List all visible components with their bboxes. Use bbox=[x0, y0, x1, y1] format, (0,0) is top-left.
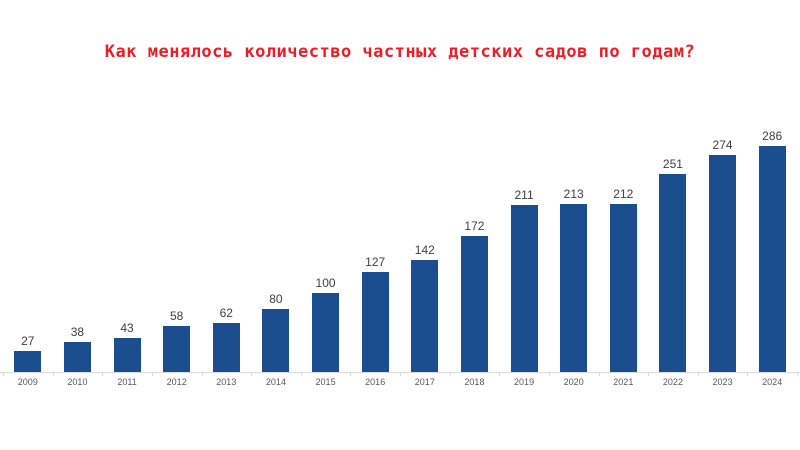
bar bbox=[63, 342, 91, 372]
bar-value-label: 172 bbox=[464, 219, 485, 233]
x-axis-tick bbox=[499, 372, 500, 376]
bar-value-label: 251 bbox=[662, 157, 683, 171]
x-axis-label: 2019 bbox=[514, 377, 535, 387]
x-axis-label: 2009 bbox=[17, 377, 38, 387]
bar bbox=[510, 205, 538, 372]
bar-value-label: 27 bbox=[21, 334, 35, 348]
bar-cell: 274 bbox=[698, 126, 748, 372]
bar-cell: 62 bbox=[202, 126, 252, 372]
x-axis-tick bbox=[549, 372, 550, 376]
bar bbox=[411, 260, 439, 372]
x-axis-label: 2012 bbox=[166, 377, 187, 387]
x-axis-label: 2020 bbox=[563, 377, 584, 387]
bar-cell: 80 bbox=[251, 126, 301, 372]
bar-cell: 212 bbox=[599, 126, 649, 372]
x-axis-label: 2024 bbox=[762, 377, 783, 387]
bar-cell: 172 bbox=[450, 126, 500, 372]
bar bbox=[560, 204, 588, 372]
bar-cell: 43 bbox=[102, 126, 152, 372]
bar bbox=[460, 236, 488, 372]
x-axis-label: 2011 bbox=[117, 377, 137, 387]
bar bbox=[262, 309, 290, 372]
bar bbox=[361, 272, 389, 372]
bar-value-label: 127 bbox=[365, 255, 386, 269]
x-axis-tick bbox=[53, 372, 54, 376]
bars-row: 27 38 43 58 62 80 100 127 142 172 211 213 212 251 274 2… bbox=[3, 126, 797, 372]
x-axis-label: 2023 bbox=[712, 377, 733, 387]
x-axis-tick bbox=[202, 372, 203, 376]
bar-value-label: 62 bbox=[219, 306, 233, 320]
x-axis-label: 2016 bbox=[365, 377, 386, 387]
bar-value-label: 211 bbox=[514, 188, 534, 202]
bar bbox=[659, 174, 687, 372]
x-axis-tick bbox=[251, 372, 252, 376]
x-axis-label: 2022 bbox=[662, 377, 683, 387]
x-axis-label: 2015 bbox=[315, 377, 336, 387]
x-axis-tick bbox=[747, 372, 748, 376]
x-axis-label: 2013 bbox=[216, 377, 237, 387]
bar bbox=[113, 338, 141, 372]
bar-value-label: 213 bbox=[563, 187, 584, 201]
bar-value-label: 142 bbox=[414, 243, 435, 257]
bar-value-label: 212 bbox=[613, 187, 634, 201]
bar-cell: 286 bbox=[747, 126, 797, 372]
x-axis-tick bbox=[698, 372, 699, 376]
bar-value-label: 38 bbox=[70, 325, 85, 339]
x-axis-tick bbox=[3, 372, 4, 376]
bar-value-label: 80 bbox=[269, 292, 283, 306]
x-axis-labels-row: 2009 2010 2011 2012 2013 2014 2015 2016 2017 2018… bbox=[3, 377, 797, 388]
x-axis-label: 2021 bbox=[613, 377, 634, 387]
bar-cell: 58 bbox=[152, 126, 202, 372]
x-axis-tick bbox=[797, 372, 798, 376]
x-axis-tick bbox=[301, 372, 302, 376]
bar-cell: 127 bbox=[350, 126, 400, 372]
chart-title: Как менялось количество частных детских … bbox=[104, 42, 696, 62]
x-axis-tick bbox=[648, 372, 649, 376]
x-axis-tick bbox=[450, 372, 451, 376]
bar-plot-area: 27 38 43 58 62 80 100 127 142 172 211 213 212 251 274 2… bbox=[3, 126, 797, 372]
bar bbox=[758, 146, 786, 372]
bar bbox=[163, 326, 191, 372]
x-axis-tick bbox=[350, 372, 351, 376]
bar bbox=[609, 204, 637, 372]
x-axis-tick bbox=[102, 372, 103, 376]
bar-cell: 142 bbox=[400, 126, 450, 372]
x-axis-tick bbox=[400, 372, 401, 376]
bar-value-label: 43 bbox=[120, 321, 134, 335]
x-axis-tick bbox=[599, 372, 600, 376]
x-axis-label: 2018 bbox=[464, 377, 485, 387]
bar-cell: 251 bbox=[648, 126, 698, 372]
bar-cell: 213 bbox=[549, 126, 599, 372]
bar-cell: 27 bbox=[3, 126, 53, 372]
x-axis-label: 2014 bbox=[265, 377, 286, 387]
bar bbox=[312, 293, 340, 372]
bar-cell: 100 bbox=[301, 126, 351, 372]
bar bbox=[14, 351, 42, 372]
bar-value-label: 58 bbox=[170, 309, 184, 323]
bar-cell: 38 bbox=[53, 126, 103, 372]
x-axis-tick bbox=[152, 372, 153, 376]
bar bbox=[212, 323, 240, 372]
bar-value-label: 274 bbox=[712, 138, 733, 152]
bar-cell: 211 bbox=[499, 126, 549, 372]
bar-value-label: 100 bbox=[315, 276, 336, 290]
bar-value-label: 286 bbox=[762, 129, 783, 143]
bar bbox=[709, 155, 737, 372]
x-axis-label: 2010 bbox=[67, 377, 88, 387]
x-axis-label: 2017 bbox=[414, 377, 435, 387]
